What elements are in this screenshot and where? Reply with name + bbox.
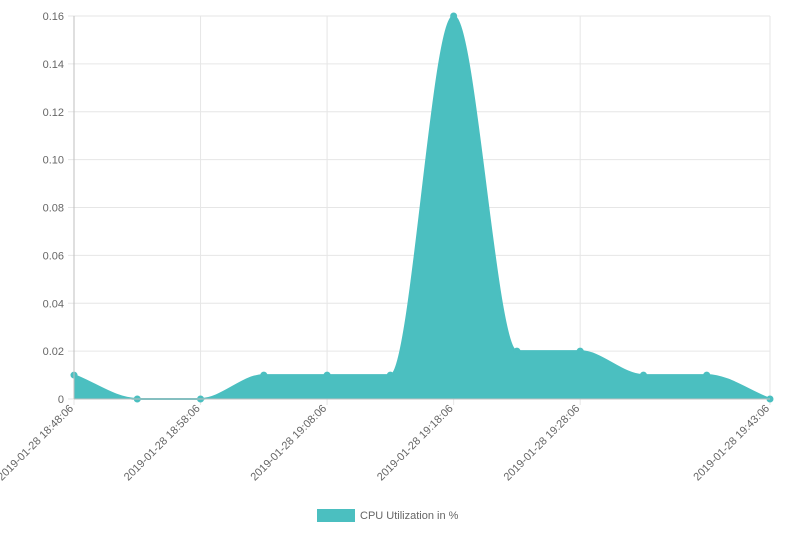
y-tick-label: 0.12 [43,107,64,119]
data-point[interactable] [703,371,711,379]
data-point[interactable] [450,12,458,20]
y-tick-label: 0.10 [43,155,64,167]
axes [73,16,770,400]
y-axis-tick-labels: 0 0.02 0.04 0.06 0.08 0.10 0.12 0.14 0.16 [43,11,64,406]
series-area [73,14,771,400]
x-tick-label: 2019-01-28 19:28:06 [502,403,583,484]
data-point[interactable] [260,371,268,379]
y-tick-label: 0.16 [43,11,64,23]
series-points [70,12,774,403]
x-tick-label: 2019-01-28 18:58:06 [122,403,203,484]
data-point[interactable] [639,371,647,379]
x-tick-label: 2019-01-28 18:48:06 [0,403,76,484]
series-area-fill [74,16,770,399]
y-tick-label: 0.06 [43,250,64,262]
x-tick-label: 2019-01-28 19:43:06 [691,403,772,484]
data-point[interactable] [323,371,331,379]
legend-label[interactable]: CPU Utilization in % [360,510,459,522]
y-tick-label: 0 [58,394,64,406]
y-tick-label: 0.02 [43,346,64,358]
y-tick-label: 0.08 [43,203,64,215]
y-tick-label: 0.14 [43,59,64,71]
x-tick-label: 2019-01-28 19:08:06 [248,403,329,484]
legend-swatch[interactable] [317,509,355,522]
series-line [73,14,771,400]
data-point[interactable] [386,371,394,379]
legend[interactable]: CPU Utilization in % [317,509,459,522]
data-point[interactable] [576,347,584,355]
x-tick-label: 2019-01-28 19:18:06 [375,403,456,484]
y-tick-label: 0.04 [43,298,64,310]
data-point[interactable] [513,347,521,355]
x-axis-tick-labels: 2019-01-28 18:48:06 2019-01-28 18:58:06 20… [0,403,772,484]
